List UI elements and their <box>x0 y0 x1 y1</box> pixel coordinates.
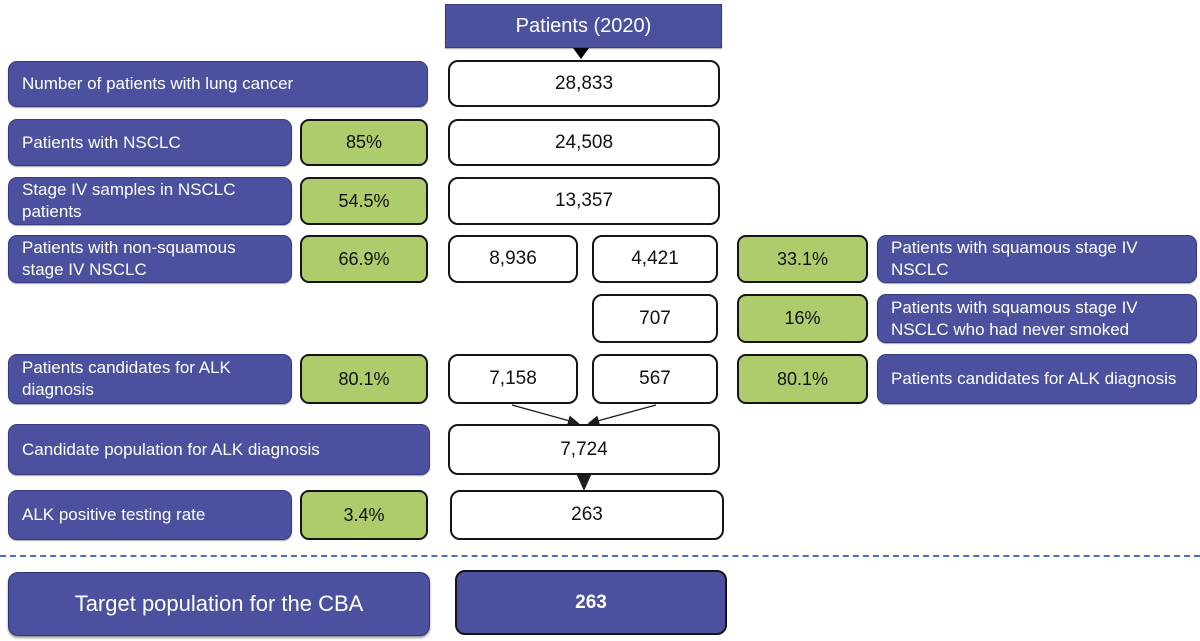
label-text: Number of patients with lung cancer <box>22 74 294 94</box>
label-alk-candidates-right: Patients candidates for ALK diagnosis <box>877 354 1197 404</box>
flow-arrows <box>511 404 657 491</box>
pct-nsclc: 85% <box>300 119 428 166</box>
count-alk-positive: 263 <box>450 490 724 540</box>
count-text: 7,724 <box>560 438 608 460</box>
label-text: Patients with squamous stage IV NSCLC <box>891 238 1138 279</box>
pct-text: 85% <box>345 132 383 152</box>
label-text: Target population for the CBA <box>74 591 364 616</box>
label-nsclc-patients: Patients with NSCLC <box>8 119 292 166</box>
count-stage-iv: 13,357 <box>448 177 720 225</box>
pct-squamous: 33.1% <box>737 235 868 283</box>
label-alk-positive-rate: ALK positive testing rate <box>8 490 292 540</box>
pct-alk-candidates-right: 80.1% <box>737 354 868 404</box>
pct-text: 33.1% <box>776 248 829 269</box>
count-text: 7,158 <box>489 368 537 389</box>
label-non-squamous: Patients with non-squamous stage IV NSCL… <box>8 235 292 283</box>
label-text: Patients with NSCLC <box>22 132 181 152</box>
pct-text: 16% <box>784 308 821 328</box>
patients-2020-header: Patients (2020) <box>445 4 722 48</box>
label-alk-candidates-left: Patients candidates for ALK diagnosis <box>8 354 292 404</box>
label-lung-cancer-patients: Number of patients with lung cancer <box>8 61 428 107</box>
pct-alk-candidates-left: 80.1% <box>300 354 428 404</box>
count-text: 707 <box>639 307 671 329</box>
label-stage-iv-samples: Stage IV samples in NSCLC patients <box>8 177 292 225</box>
count-alk-candidates-right: 567 <box>592 354 718 404</box>
count-lung-cancer: 28,833 <box>448 60 720 107</box>
count-text: 8,936 <box>489 248 537 269</box>
pct-text: 80.1% <box>776 368 829 389</box>
target-population-value: 263 <box>455 570 727 635</box>
count-text: 28,833 <box>554 72 614 94</box>
count-text: 4,421 <box>631 248 679 269</box>
count-squamous-never-smoked: 707 <box>592 294 718 343</box>
pct-alk-positive: 3.4% <box>300 490 428 540</box>
count-text: 13,357 <box>554 190 614 211</box>
label-squamous: Patients with squamous stage IV NSCLC <box>877 235 1197 283</box>
count-non-squamous: 8,936 <box>448 235 578 283</box>
pct-non-squamous: 66.9% <box>300 235 428 283</box>
pct-text: 3.4% <box>343 504 385 525</box>
pct-text: 80.1% <box>338 368 390 389</box>
down-arrow-icon <box>573 48 589 59</box>
count-nsclc: 24,508 <box>448 119 720 166</box>
pct-text: 54.5% <box>338 190 390 211</box>
label-text: Stage IV samples in NSCLC patients <box>22 180 236 221</box>
label-text: Candidate population for ALK diagnosis <box>22 439 320 459</box>
pct-never-smoked: 16% <box>737 294 868 343</box>
cutoff-dashed-line <box>0 555 1200 557</box>
label-squamous-never-smoked: Patients with squamous stage IV NSCLC wh… <box>877 294 1197 343</box>
count-alk-candidates-left: 7,158 <box>448 354 578 404</box>
count-squamous: 4,421 <box>592 235 718 283</box>
pct-text: 66.9% <box>338 248 390 269</box>
label-text: Patients with non-squamous stage IV NSCL… <box>22 238 236 279</box>
count-text: 24,508 <box>554 131 614 153</box>
count-text: 263 <box>575 591 607 613</box>
count-text: 263 <box>571 504 603 525</box>
label-text: Patients candidates for ALK diagnosis <box>22 358 231 399</box>
label-candidate-population: Candidate population for ALK diagnosis <box>8 424 430 475</box>
patients-2020-header-label: Patients (2020) <box>515 14 652 37</box>
label-text: Patients with squamous stage IV NSCLC wh… <box>891 297 1138 339</box>
count-candidate-population: 7,724 <box>448 424 720 475</box>
label-text: Patients candidates for ALK diagnosis <box>891 369 1177 389</box>
pct-stage-iv: 54.5% <box>300 177 428 225</box>
label-text: ALK positive testing rate <box>22 505 206 525</box>
target-population-label: Target population for the CBA <box>8 572 430 636</box>
count-text: 567 <box>639 368 671 389</box>
